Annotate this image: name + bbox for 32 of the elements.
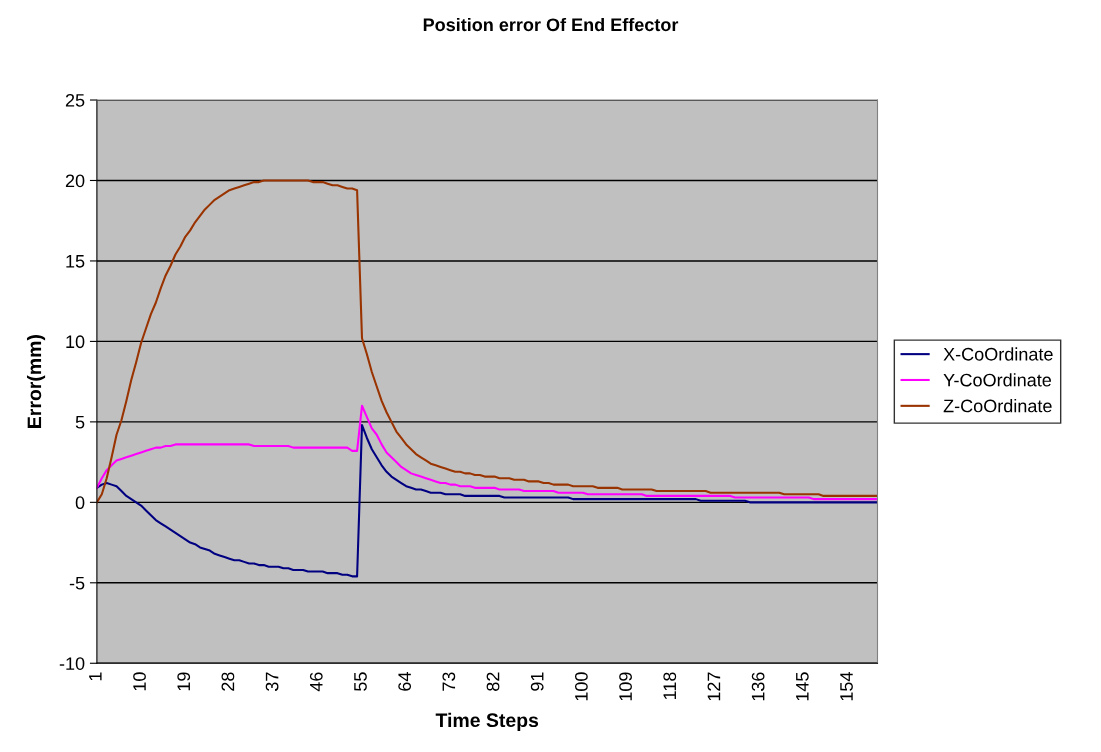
legend-label: Z-CoOrdinate: [943, 399, 1052, 413]
y-tick-label: 5: [75, 415, 85, 429]
x-tick-label: 118: [663, 672, 677, 700]
x-tick-label: 82: [486, 672, 500, 691]
x-tick-label: 46: [309, 672, 323, 692]
x-tick-label: 55: [354, 672, 367, 691]
y-tick-label: 0: [75, 496, 85, 510]
y-tick-label: 20: [65, 174, 85, 188]
x-tick-label: 64: [398, 672, 412, 691]
x-tick-label: 154: [840, 672, 853, 701]
legend-label: Y-CoOrdinate: [943, 373, 1052, 387]
x-tick-label: 91: [530, 672, 544, 691]
x-tick-label: 10: [133, 672, 146, 691]
y-axis-title: Error(mm): [26, 335, 46, 428]
y-tick-label: 25: [65, 93, 85, 107]
y-tick-label: -10: [59, 657, 85, 670]
x-tick-label: 109: [619, 672, 632, 701]
chart-title: Position error Of End Effector: [423, 17, 679, 32]
x-tick-label: 73: [442, 672, 456, 691]
y-tick-label: 15: [66, 255, 85, 268]
x-tick-label: 145: [796, 672, 809, 701]
y-tick-label: -5: [69, 576, 85, 590]
y-tick-label: 10: [66, 335, 85, 349]
x-axis-title: Time Steps: [435, 712, 539, 731]
x-tick-label: 1: [89, 672, 102, 681]
x-tick-label: 136: [751, 672, 765, 701]
legend-label: X-CoOrdinate: [943, 347, 1053, 361]
x-tick-label: 28: [221, 672, 235, 691]
x-tick-label: 127: [707, 672, 721, 701]
x-tick-label: 37: [265, 672, 279, 691]
x-tick-label: 19: [177, 672, 191, 691]
x-tick-label: 100: [574, 672, 588, 701]
